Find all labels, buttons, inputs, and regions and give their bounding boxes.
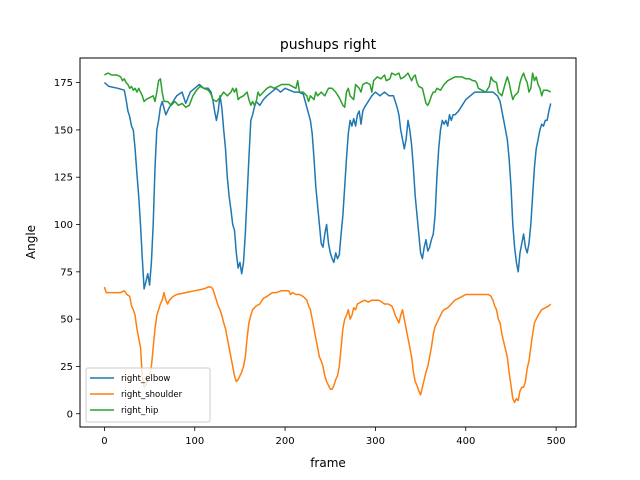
- y-axis-label: Angle: [24, 225, 38, 259]
- x-tick-label: 100: [185, 436, 204, 447]
- legend-label: right_shoulder: [121, 390, 183, 400]
- y-tick-label: 75: [60, 267, 73, 278]
- y-tick-label: 25: [60, 362, 73, 373]
- y-tick-label: 150: [54, 125, 73, 136]
- x-tick-label: 200: [276, 436, 295, 447]
- x-tick-label: 400: [456, 436, 475, 447]
- y-tick-label: 50: [60, 315, 73, 326]
- legend-label: right_elbow: [121, 374, 170, 384]
- chart-title: pushups right: [280, 37, 377, 53]
- x-tick-label: 300: [366, 436, 385, 447]
- x-tick-label: 500: [547, 436, 566, 447]
- y-tick-label: 175: [54, 78, 73, 89]
- legend: right_elbow right_shoulder right_hip: [86, 368, 210, 422]
- x-axis-label: frame: [310, 456, 346, 470]
- y-tick-label: 100: [54, 220, 73, 231]
- x-tick-label: 0: [101, 436, 107, 447]
- y-tick-label: 125: [54, 173, 73, 184]
- legend-label: right_hip: [121, 406, 158, 416]
- y-tick-label: 0: [67, 409, 73, 420]
